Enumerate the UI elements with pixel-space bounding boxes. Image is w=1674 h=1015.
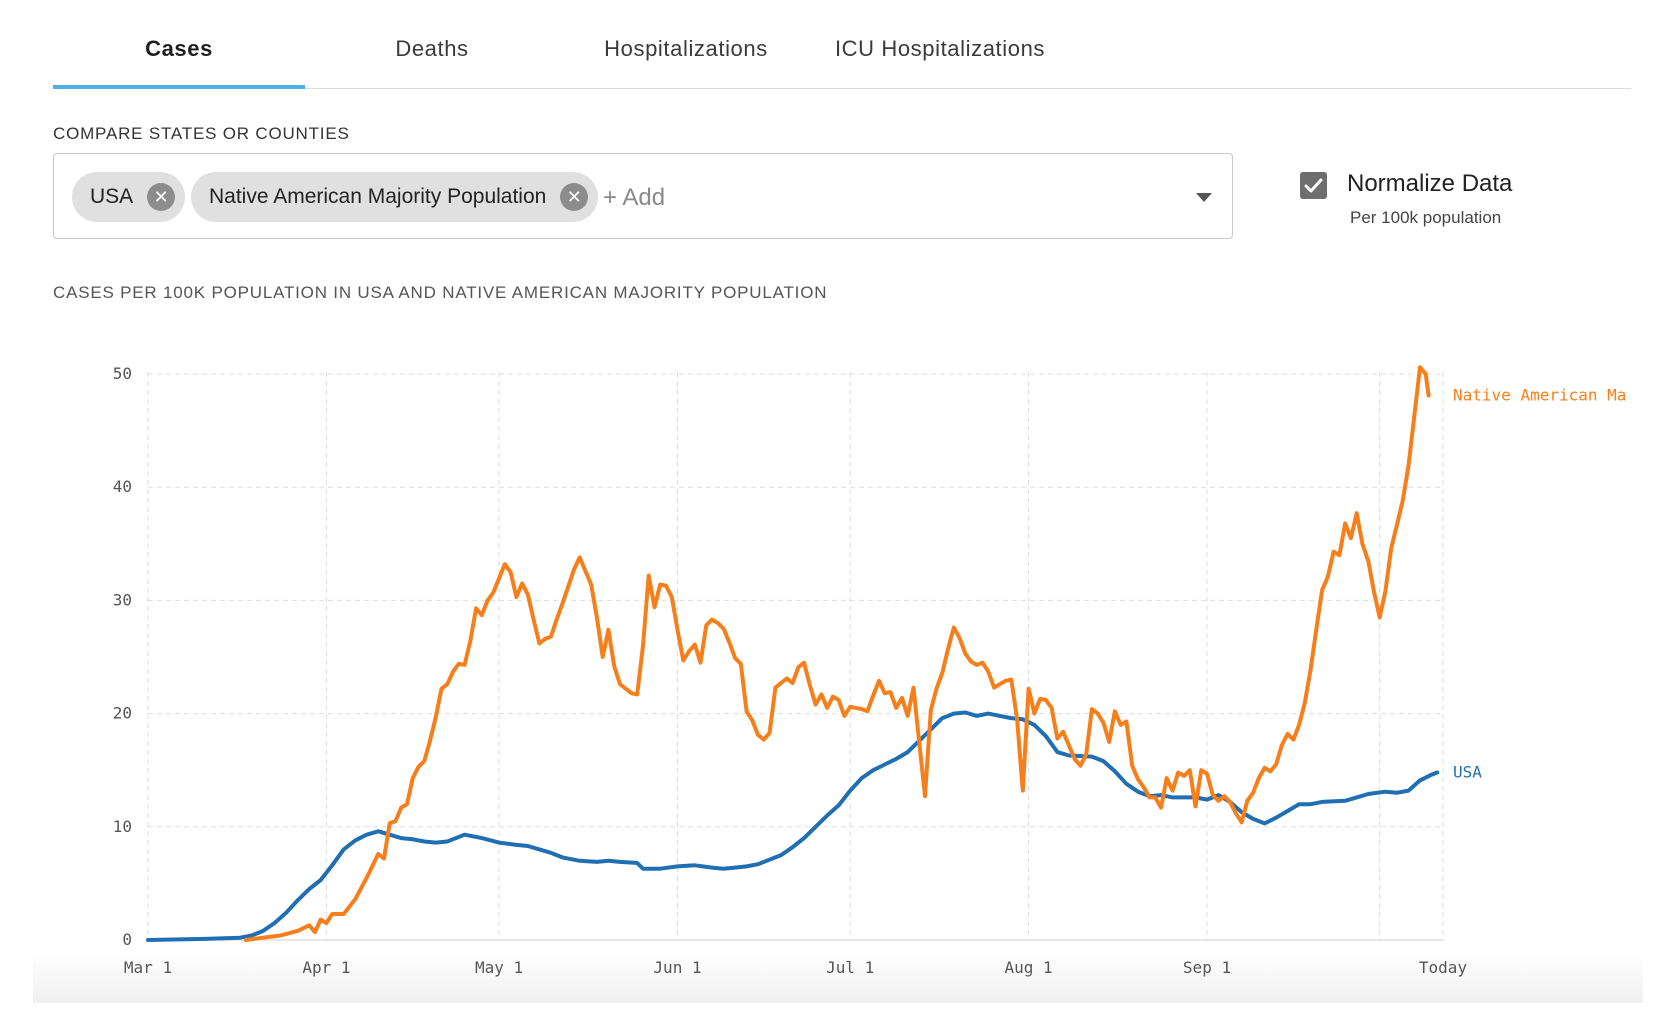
bottom-shade: [33, 953, 1643, 1003]
add-input[interactable]: + Add: [603, 184, 666, 211]
y-tick-label: 0: [122, 930, 132, 949]
chart-grid: [147, 372, 1444, 941]
y-tick-label: 20: [113, 704, 132, 723]
compare-label: COMPARE STATES OR COUNTIES: [53, 124, 350, 143]
y-tick-label: 30: [113, 590, 132, 609]
metric-tabs: Cases Deaths Hospitalizations ICU Hospit…: [53, 22, 1631, 89]
chevron-down-icon[interactable]: [1196, 193, 1212, 202]
series-line-native-american-ma: [243, 365, 1431, 942]
x-tick-label: Jul 1: [826, 958, 874, 977]
y-tick-label: 50: [113, 364, 132, 383]
chart-axes: 0 10 20 30 40 50 Mar 1 Apr 1 May 1 Jun 1 Jul 1 Aug …: [113, 364, 1468, 977]
x-tick-label: May 1: [475, 958, 523, 977]
tab-hospitalizations[interactable]: Hospitalizations: [604, 36, 768, 61]
x-tick-label: Mar 1: [124, 958, 172, 977]
x-tick-label: Aug 1: [1005, 958, 1053, 977]
series-labels: Native American Ma USA: [1453, 386, 1626, 782]
chip-usa: USA ✕: [72, 172, 186, 222]
y-tick-label: 10: [113, 817, 132, 836]
normalize-label[interactable]: Normalize Data: [1347, 170, 1513, 197]
chip-label: Native American Majority Population: [209, 185, 547, 208]
chip-native-american: Native American Majority Population ✕: [191, 172, 599, 222]
x-tick-label: Jun 1: [653, 958, 701, 977]
check-icon: [1304, 178, 1323, 193]
chip-label: USA: [90, 185, 134, 208]
remove-chip-icon[interactable]: ✕: [560, 183, 589, 211]
tab-icu-hospitalizations[interactable]: ICU Hospitalizations: [834, 36, 1046, 61]
x-tick-label: Today: [1419, 958, 1468, 977]
series-label: Native American Ma: [1453, 386, 1626, 405]
y-tick-label: 40: [113, 477, 132, 496]
x-tick-label: Sep 1: [1183, 958, 1231, 977]
compare-select[interactable]: USA ✕ Native American Majority Populatio…: [53, 153, 1233, 239]
normalize-sublabel: Per 100k population: [1350, 208, 1502, 227]
normalize-checkbox[interactable]: [1300, 172, 1327, 199]
x-tick-label: Apr 1: [302, 958, 350, 977]
chart-title: CASES PER 100K POPULATION IN USA AND NAT…: [53, 283, 828, 302]
active-tab-indicator: [53, 85, 305, 89]
series-label: USA: [1453, 762, 1482, 781]
tab-cases[interactable]: Cases: [145, 36, 213, 61]
chart-lines: [146, 365, 1440, 942]
series-line-usa: [146, 710, 1440, 942]
tab-deaths[interactable]: Deaths: [395, 36, 469, 61]
remove-chip-icon[interactable]: ✕: [147, 183, 176, 211]
